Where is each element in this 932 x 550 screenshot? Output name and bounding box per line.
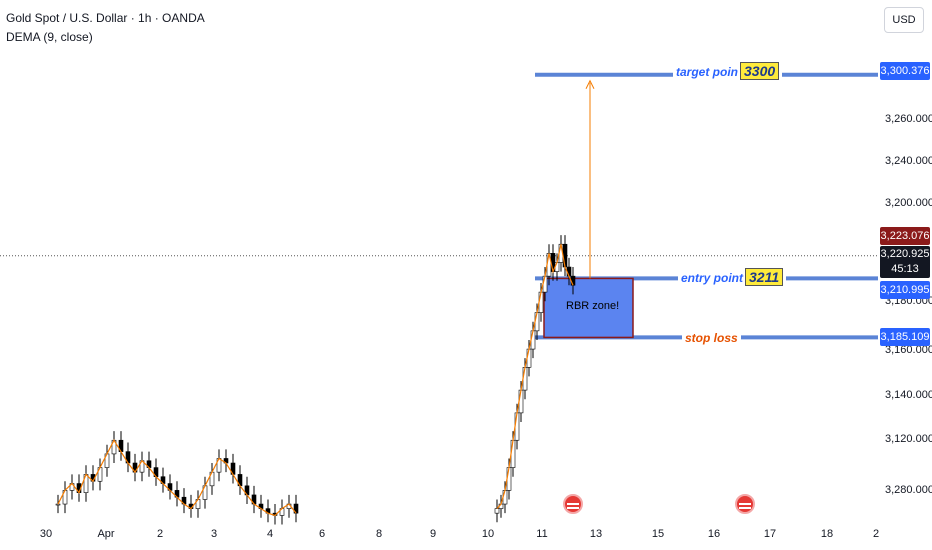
stop-price-label: 3,185.109 [880, 328, 930, 346]
y-tick-label: 3,140.000 [885, 389, 932, 401]
stop-annotation[interactable]: stop loss [682, 331, 741, 345]
entry-price-label: 3,210.995 [880, 281, 930, 299]
x-tick-label: 17 [763, 528, 777, 540]
us-flag-icon[interactable] [563, 494, 583, 514]
current-price-label: 3,220.925 45:13 [880, 246, 930, 278]
currency-button[interactable]: USD [884, 7, 924, 33]
y-tick-label: 3,260.000 [885, 113, 932, 125]
target-price-label: 3,300.376 [880, 62, 930, 80]
bar-countdown: 45:13 [891, 263, 919, 275]
dema-line [496, 244, 574, 510]
x-tick-label: 16 [707, 528, 721, 540]
x-tick-label: Apr [97, 528, 115, 540]
indicator-legend[interactable]: DEMA (9, close) [6, 30, 93, 44]
x-tick-label: 10 [481, 528, 495, 540]
zone-label: RBR zone! [566, 300, 620, 312]
target-annotation-text: target poin [676, 65, 738, 79]
x-tick-label: 2 [872, 528, 880, 540]
entry-annotation[interactable]: entry point 3211 [678, 268, 787, 286]
y-tick-label: 3,240.000 [885, 155, 932, 167]
x-tick-label: 4 [266, 528, 274, 540]
entry-value-box: 3211 [745, 268, 784, 286]
x-tick-label: 11 [536, 528, 548, 540]
candle-body [494, 508, 500, 514]
target-annotation[interactable]: target poin 3300 [673, 62, 783, 80]
y-tick-label: 3,160.000 [885, 344, 932, 356]
us-flag-icon[interactable] [735, 494, 755, 514]
high-price-label: 3,223.076 [880, 227, 930, 245]
x-tick-label: 18 [820, 528, 834, 540]
x-tick-label: 9 [429, 528, 437, 540]
y-tick-label: 3,280.000 [885, 484, 932, 496]
current-price-value: 3,220.925 [880, 248, 930, 260]
candle-body [55, 503, 61, 506]
y-tick-label: 3,120.000 [885, 433, 932, 445]
x-tick-label: 3 [210, 528, 218, 540]
dema-line [57, 439, 297, 517]
x-tick-label: 6 [318, 528, 326, 540]
x-tick-label: 30 [39, 528, 53, 540]
y-tick-label: 3,200.000 [885, 197, 932, 209]
target-value-box: 3300 [740, 62, 780, 80]
rbr-zone [543, 277, 634, 339]
target-arrow-head [585, 79, 595, 89]
stop-annotation-text: stop loss [685, 331, 738, 345]
x-tick-label: 8 [375, 528, 383, 540]
entry-annotation-text: entry point [681, 271, 743, 285]
x-tick-label: 2 [156, 528, 164, 540]
symbol-title: Gold Spot / U.S. Dollar · 1h · OANDA [6, 11, 205, 25]
x-tick-label: 13 [589, 528, 603, 540]
x-tick-label: 15 [651, 528, 665, 540]
